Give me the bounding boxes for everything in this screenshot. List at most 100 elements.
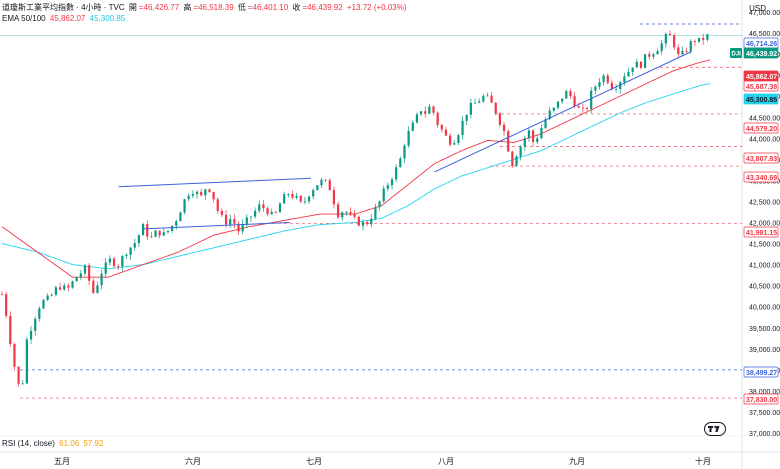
rsi-label: RSI (14, close) <box>2 439 55 448</box>
candle-body <box>415 114 419 123</box>
candle-body <box>108 258 111 263</box>
candle-body <box>627 71 630 77</box>
ema-legend[interactable]: EMA 50/100 45,862.07 45,300.85 <box>2 14 127 23</box>
candle-body <box>639 61 643 68</box>
candle-body <box>224 214 228 225</box>
y-tick-label: 42,000.00 <box>749 221 780 228</box>
candle-body <box>96 285 99 293</box>
candle-body <box>569 91 572 97</box>
tradingview-logo-icon <box>704 422 726 436</box>
candle-body <box>42 299 45 309</box>
candle-body <box>208 189 211 192</box>
candle-body <box>386 185 389 189</box>
candle-body <box>63 285 66 290</box>
y-tick-label: 41,000.00 <box>749 263 780 270</box>
candle-body <box>104 262 107 274</box>
candle-body <box>166 230 170 233</box>
price-label: 45,862.07 <box>746 74 777 81</box>
candle-body <box>249 216 253 218</box>
candle-body <box>652 54 655 57</box>
candle-body <box>577 106 580 108</box>
candle-body <box>125 254 128 257</box>
candle-body <box>585 108 589 109</box>
candle-body <box>494 102 497 114</box>
ema50-value: 45,862.07 <box>49 14 86 23</box>
chart-header: 道瓊斯工業平均指數 · 4小時 · TVC 開 =46,426.77 高 =46,5… <box>2 2 409 13</box>
candle-body <box>299 195 302 202</box>
y-tick-label: 39,500.00 <box>749 326 780 333</box>
candle-body <box>204 189 207 196</box>
candle-body <box>561 98 564 102</box>
price-label: 45,300.85 <box>746 97 777 104</box>
candle-body <box>403 145 406 159</box>
open-value: =46,426.77 <box>138 3 180 12</box>
candle-body <box>598 82 601 87</box>
candle-body <box>162 232 165 236</box>
y-tick-label: 41,500.00 <box>749 242 780 249</box>
candle-body <box>129 247 132 255</box>
x-tick-label: 十月 <box>695 456 711 466</box>
candle-body <box>623 76 626 83</box>
candle-body <box>444 129 448 136</box>
candle-body <box>590 90 593 109</box>
trendline <box>143 222 290 230</box>
candle-body <box>237 223 240 232</box>
low-value: =46,401.10 <box>247 3 289 12</box>
candle-body <box>461 120 464 136</box>
candle-body <box>527 130 531 139</box>
candle-body <box>220 210 224 215</box>
price-label-box <box>743 122 779 134</box>
price-label: 38,499.27 <box>746 370 777 377</box>
candle-body <box>602 75 605 83</box>
candle-body <box>336 204 340 218</box>
ema50-line <box>1 59 711 278</box>
candle-body <box>46 295 49 300</box>
candle-body <box>681 50 684 55</box>
candle-body <box>606 75 609 83</box>
candle-body <box>432 106 435 113</box>
candle-body <box>150 236 153 238</box>
candle-body <box>556 101 560 108</box>
candle-body <box>121 256 124 267</box>
y-tick-label: 37,000.00 <box>749 431 780 438</box>
price-label: 46,439.92 <box>746 51 777 58</box>
candle-body <box>573 96 576 107</box>
candle-body <box>357 216 360 226</box>
candle-body <box>241 223 244 232</box>
candle-body <box>34 318 37 331</box>
candle-body <box>469 102 472 115</box>
candle-body <box>693 41 697 42</box>
candle-body <box>324 179 327 181</box>
candle-body <box>212 191 215 200</box>
candle-body <box>316 185 319 191</box>
price-label: 43,340.69 <box>746 175 777 182</box>
candle-body <box>428 106 431 114</box>
rsi-value-2: 57.92 <box>83 439 104 448</box>
candle-body <box>395 167 398 180</box>
candle-body <box>216 199 219 211</box>
candle-body <box>154 230 157 237</box>
candle-body <box>668 33 672 36</box>
candle-body <box>660 43 663 52</box>
candle-body <box>502 124 506 132</box>
x-tick-label: 七月 <box>306 457 322 466</box>
candle-body <box>71 281 74 288</box>
y-tick-label: 44,500.00 <box>749 115 780 122</box>
candle-body <box>531 130 535 142</box>
candle-body <box>54 287 58 295</box>
candle-body <box>465 114 468 121</box>
candle-body <box>565 91 568 99</box>
candle-body <box>191 194 194 196</box>
candle-body <box>146 224 149 237</box>
candle-body <box>332 190 336 205</box>
candle-body <box>673 35 676 48</box>
candle-body <box>349 212 352 215</box>
price-label: 44,579.20 <box>746 126 777 133</box>
price-label: 41,981.15 <box>746 230 777 237</box>
y-tick-label: 40,000.00 <box>749 305 780 312</box>
candle-body <box>449 135 452 145</box>
candle-body <box>270 211 273 215</box>
candle-body <box>706 34 709 40</box>
rsi-legend[interactable]: RSI (14, close) 61.06 57.92 <box>2 439 105 448</box>
